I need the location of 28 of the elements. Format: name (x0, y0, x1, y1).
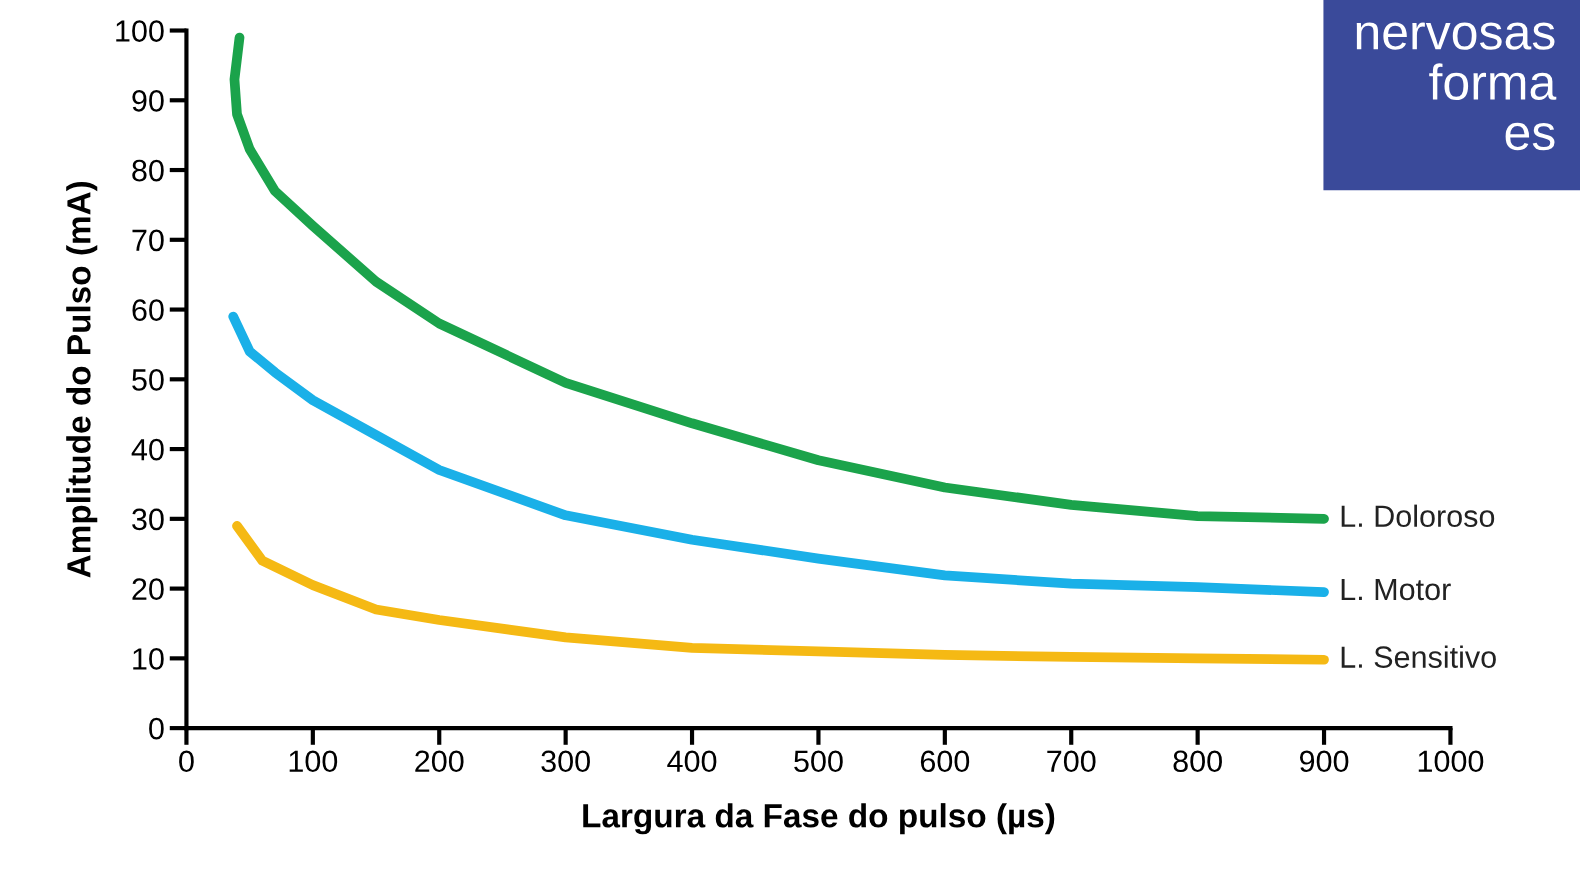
y-tick-label: 10 (133, 648, 164, 670)
y-tick-label: 90 (132, 90, 164, 112)
y-tick-label: 80 (132, 159, 164, 182)
y-tick-label: 30 (132, 508, 164, 531)
x-tick-label: 200 (415, 750, 464, 773)
x-tick-label: 700 (1047, 750, 1096, 773)
series-label: L. Doloroso (1341, 504, 1495, 528)
series-label: L. Sensitivo (1341, 645, 1496, 668)
y-tick-label: 100 (116, 20, 164, 42)
x-tick-label: 1000 (1418, 750, 1484, 773)
y-tick-label: 50 (132, 369, 164, 391)
annotation: nervosas forma es (1356, 22, 1557, 151)
y-tick-label: 70 (132, 229, 164, 252)
x-tick-label: 600 (920, 750, 970, 773)
y-axis-title: Amplitude do Pulso (mA) (66, 181, 98, 578)
x-tick-label: 800 (1173, 750, 1222, 773)
x-tick-label: 0 (179, 750, 194, 773)
y-tick-label: 20 (132, 578, 164, 600)
y-tick-label: 40 (131, 438, 164, 461)
x-tick-label: 900 (1299, 750, 1349, 773)
x-axis-title: Largura da Fase do pulso (µs) (583, 803, 1055, 835)
x-tick-label: 400 (667, 750, 717, 773)
y-tick-label: 0 (149, 717, 164, 740)
y-tick-label: 60 (132, 299, 164, 321)
x-tick-label: 500 (794, 750, 843, 773)
series-label: L. Motor (1341, 578, 1451, 601)
x-tick-label: 300 (541, 750, 590, 773)
x-tick-label: 100 (289, 750, 338, 773)
